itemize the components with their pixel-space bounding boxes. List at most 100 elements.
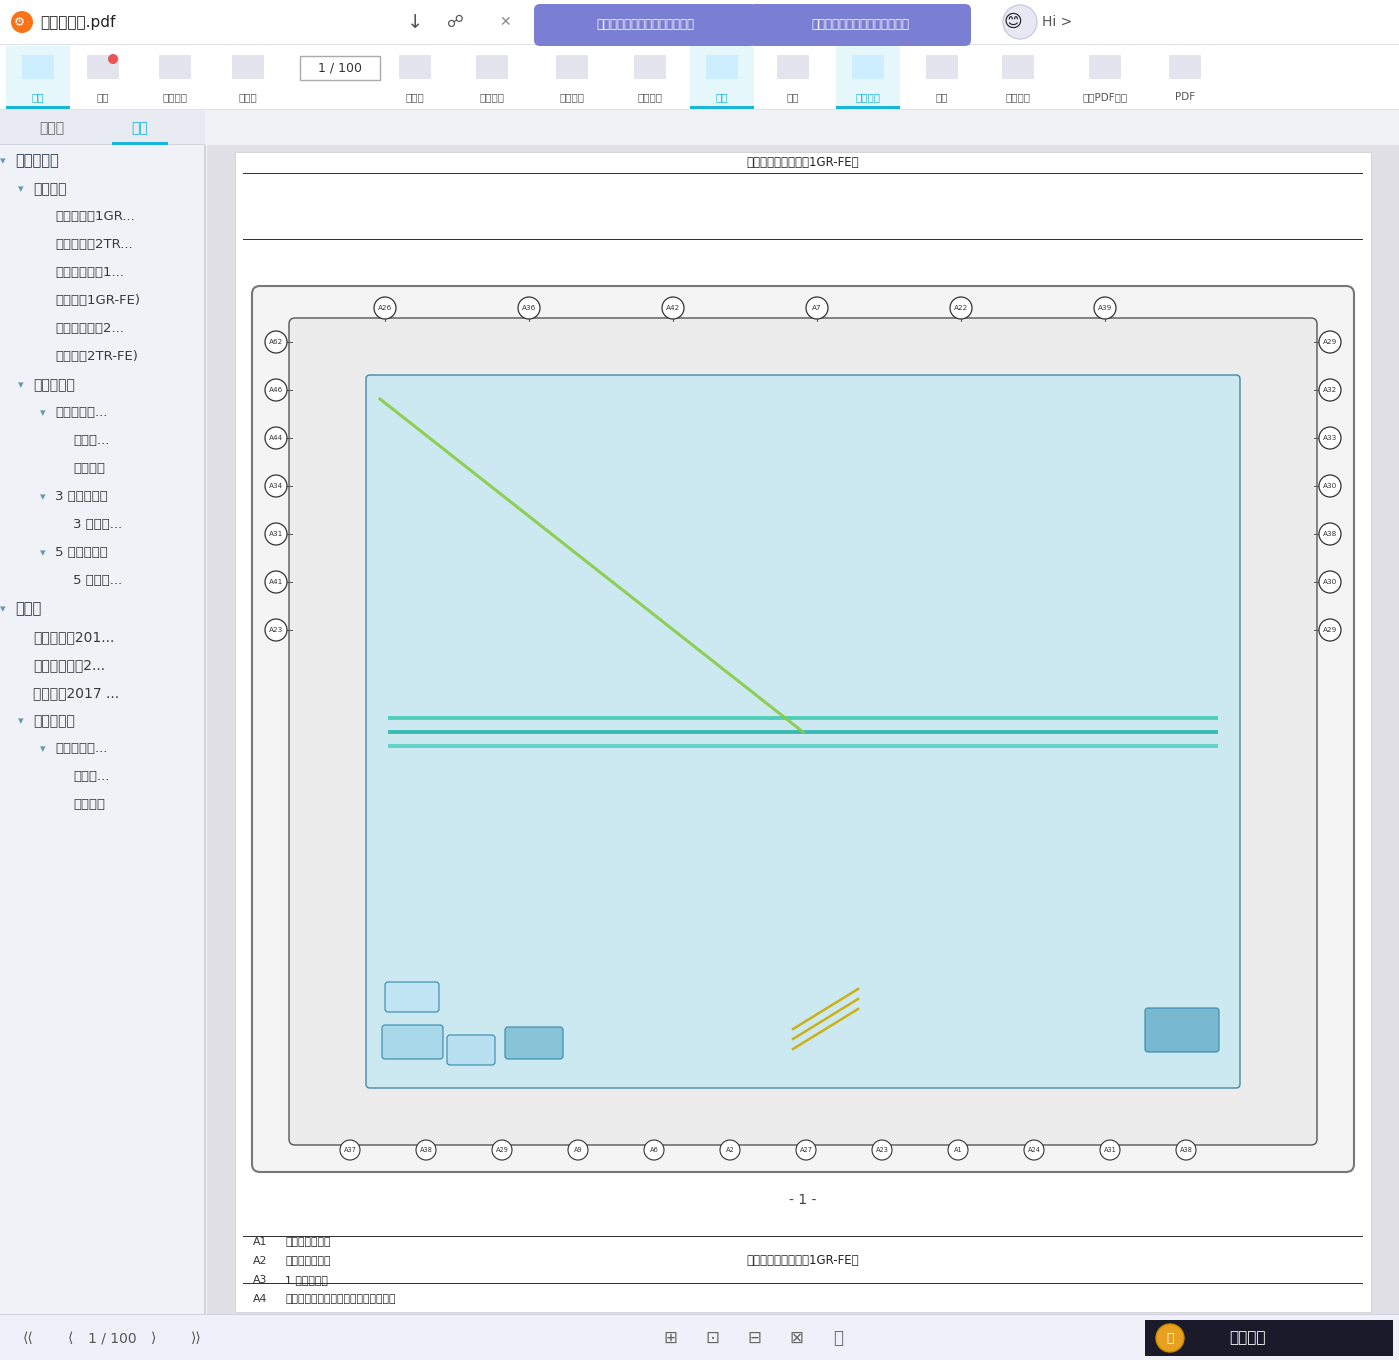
- FancyBboxPatch shape: [382, 1025, 443, 1059]
- Circle shape: [264, 379, 287, 401]
- Text: ↓: ↓: [407, 12, 422, 31]
- Text: 冷凝器风扇电动机（带鼓风机置总成）: 冷凝器风扇电动机（带鼓风机置总成）: [285, 1293, 396, 1304]
- Text: ⚙: ⚙: [14, 15, 25, 29]
- FancyBboxPatch shape: [290, 318, 1316, 1145]
- Text: A2: A2: [253, 1257, 267, 1266]
- Circle shape: [644, 1140, 665, 1160]
- Text: A30: A30: [1323, 579, 1337, 585]
- Text: A44: A44: [269, 435, 283, 441]
- Text: Hi >: Hi >: [1042, 15, 1072, 29]
- Circle shape: [1319, 475, 1342, 496]
- Bar: [207, 146, 1399, 1360]
- Text: ⟩⟩: ⟩⟩: [190, 1331, 201, 1345]
- Text: A23: A23: [876, 1146, 888, 1153]
- Bar: [6, 106, 70, 109]
- Text: 如何做一份高质量的设计师简历: 如何做一份高质量的设计师简历: [811, 19, 909, 31]
- Text: ⊟: ⊟: [747, 1329, 761, 1346]
- Text: 影印PDF识别: 影印PDF识别: [1083, 92, 1128, 102]
- Text: 打印: 打印: [97, 92, 109, 102]
- Bar: [6, 46, 70, 109]
- Text: ⊞: ⊞: [663, 1329, 677, 1346]
- Text: A41: A41: [269, 579, 283, 585]
- Circle shape: [492, 1140, 512, 1160]
- Circle shape: [340, 1140, 360, 1160]
- Text: A31: A31: [269, 530, 283, 537]
- Circle shape: [806, 296, 828, 320]
- Text: 目录: 目录: [32, 92, 45, 102]
- Text: 空调压力传感器: 空调压力传感器: [285, 1257, 330, 1266]
- Text: 搭铁点（1GR-FE): 搭铁点（1GR-FE): [55, 295, 140, 307]
- Text: ⟨: ⟨: [67, 1331, 73, 1345]
- Circle shape: [264, 524, 287, 545]
- Text: A7: A7: [813, 305, 821, 311]
- Text: A3: A3: [253, 1276, 267, 1285]
- Text: A39: A39: [1098, 305, 1112, 311]
- Text: 汽: 汽: [1167, 1331, 1174, 1345]
- Text: A38: A38: [420, 1146, 432, 1153]
- Text: A37: A37: [344, 1146, 357, 1153]
- Circle shape: [416, 1140, 436, 1160]
- Text: ▾: ▾: [18, 715, 24, 726]
- Text: 实际大小: 实际大小: [480, 92, 505, 102]
- Circle shape: [1100, 1140, 1121, 1160]
- Text: A36: A36: [522, 305, 536, 311]
- Bar: [926, 54, 958, 79]
- Text: 线束和线束（2...: 线束和线束（2...: [34, 658, 105, 672]
- Text: 1 / 100: 1 / 100: [88, 1331, 136, 1345]
- Bar: [1144, 1321, 1393, 1356]
- Text: ▾: ▾: [0, 604, 6, 613]
- Circle shape: [1003, 5, 1037, 39]
- Bar: [776, 54, 809, 79]
- Text: A4: A4: [253, 1293, 267, 1304]
- Text: A32: A32: [1323, 388, 1337, 393]
- Bar: [690, 46, 754, 109]
- Circle shape: [568, 1140, 588, 1160]
- Text: ☍: ☍: [446, 14, 463, 31]
- Text: 内部电路: 内部电路: [73, 462, 105, 476]
- Text: A26: A26: [378, 305, 392, 311]
- Text: ▾: ▾: [0, 156, 6, 166]
- Bar: [634, 54, 666, 79]
- Text: 5 号继电器盒: 5 号继电器盒: [55, 547, 108, 559]
- Circle shape: [1319, 427, 1342, 449]
- Text: ▾: ▾: [41, 492, 46, 502]
- Bar: [87, 54, 119, 79]
- Circle shape: [1156, 1325, 1184, 1352]
- Bar: [0, 0, 1399, 45]
- Text: 零件位置（2TR...: 零件位置（2TR...: [55, 238, 133, 252]
- Bar: [690, 106, 754, 109]
- Text: 环境温度传感器: 环境温度传感器: [285, 1238, 330, 1247]
- Text: 发动机...: 发动机...: [73, 434, 109, 447]
- Bar: [476, 54, 508, 79]
- Text: ⬛: ⬛: [832, 1329, 844, 1346]
- Bar: [299, 56, 381, 80]
- Circle shape: [1319, 619, 1342, 641]
- Text: ▾: ▾: [18, 184, 24, 194]
- Text: PDF: PDF: [1175, 92, 1195, 102]
- Circle shape: [950, 296, 972, 320]
- Text: A46: A46: [269, 388, 283, 393]
- Text: 适合宽度: 适合宽度: [560, 92, 585, 102]
- Bar: [0, 45, 1399, 110]
- Text: A22: A22: [954, 305, 968, 311]
- Text: 发动机室零件位置（1GR-FE）: 发动机室零件位置（1GR-FE）: [747, 156, 859, 170]
- Bar: [232, 54, 264, 79]
- Text: 适合页面: 适合页面: [638, 92, 663, 102]
- Text: 线束和线束（2...: 线束和线束（2...: [55, 322, 125, 336]
- Circle shape: [108, 54, 118, 64]
- Circle shape: [264, 571, 287, 593]
- Bar: [159, 54, 192, 79]
- Bar: [0, 1315, 1399, 1360]
- Text: 1 / 100: 1 / 100: [318, 61, 362, 75]
- Text: A33: A33: [1323, 435, 1337, 441]
- Text: 仪表板...: 仪表板...: [73, 771, 109, 783]
- Text: A6: A6: [649, 1146, 659, 1153]
- Text: 3 号继电器盒: 3 号继电器盒: [55, 491, 108, 503]
- Circle shape: [1319, 524, 1342, 545]
- FancyBboxPatch shape: [367, 375, 1240, 1088]
- Text: 怎么提取影印版文档里的文字？: 怎么提取影印版文档里的文字？: [596, 19, 694, 31]
- Bar: [0, 146, 206, 1360]
- Text: 汽修帮手: 汽修帮手: [1230, 1330, 1266, 1345]
- FancyBboxPatch shape: [1144, 1008, 1219, 1053]
- Text: 目录: 目录: [132, 121, 148, 135]
